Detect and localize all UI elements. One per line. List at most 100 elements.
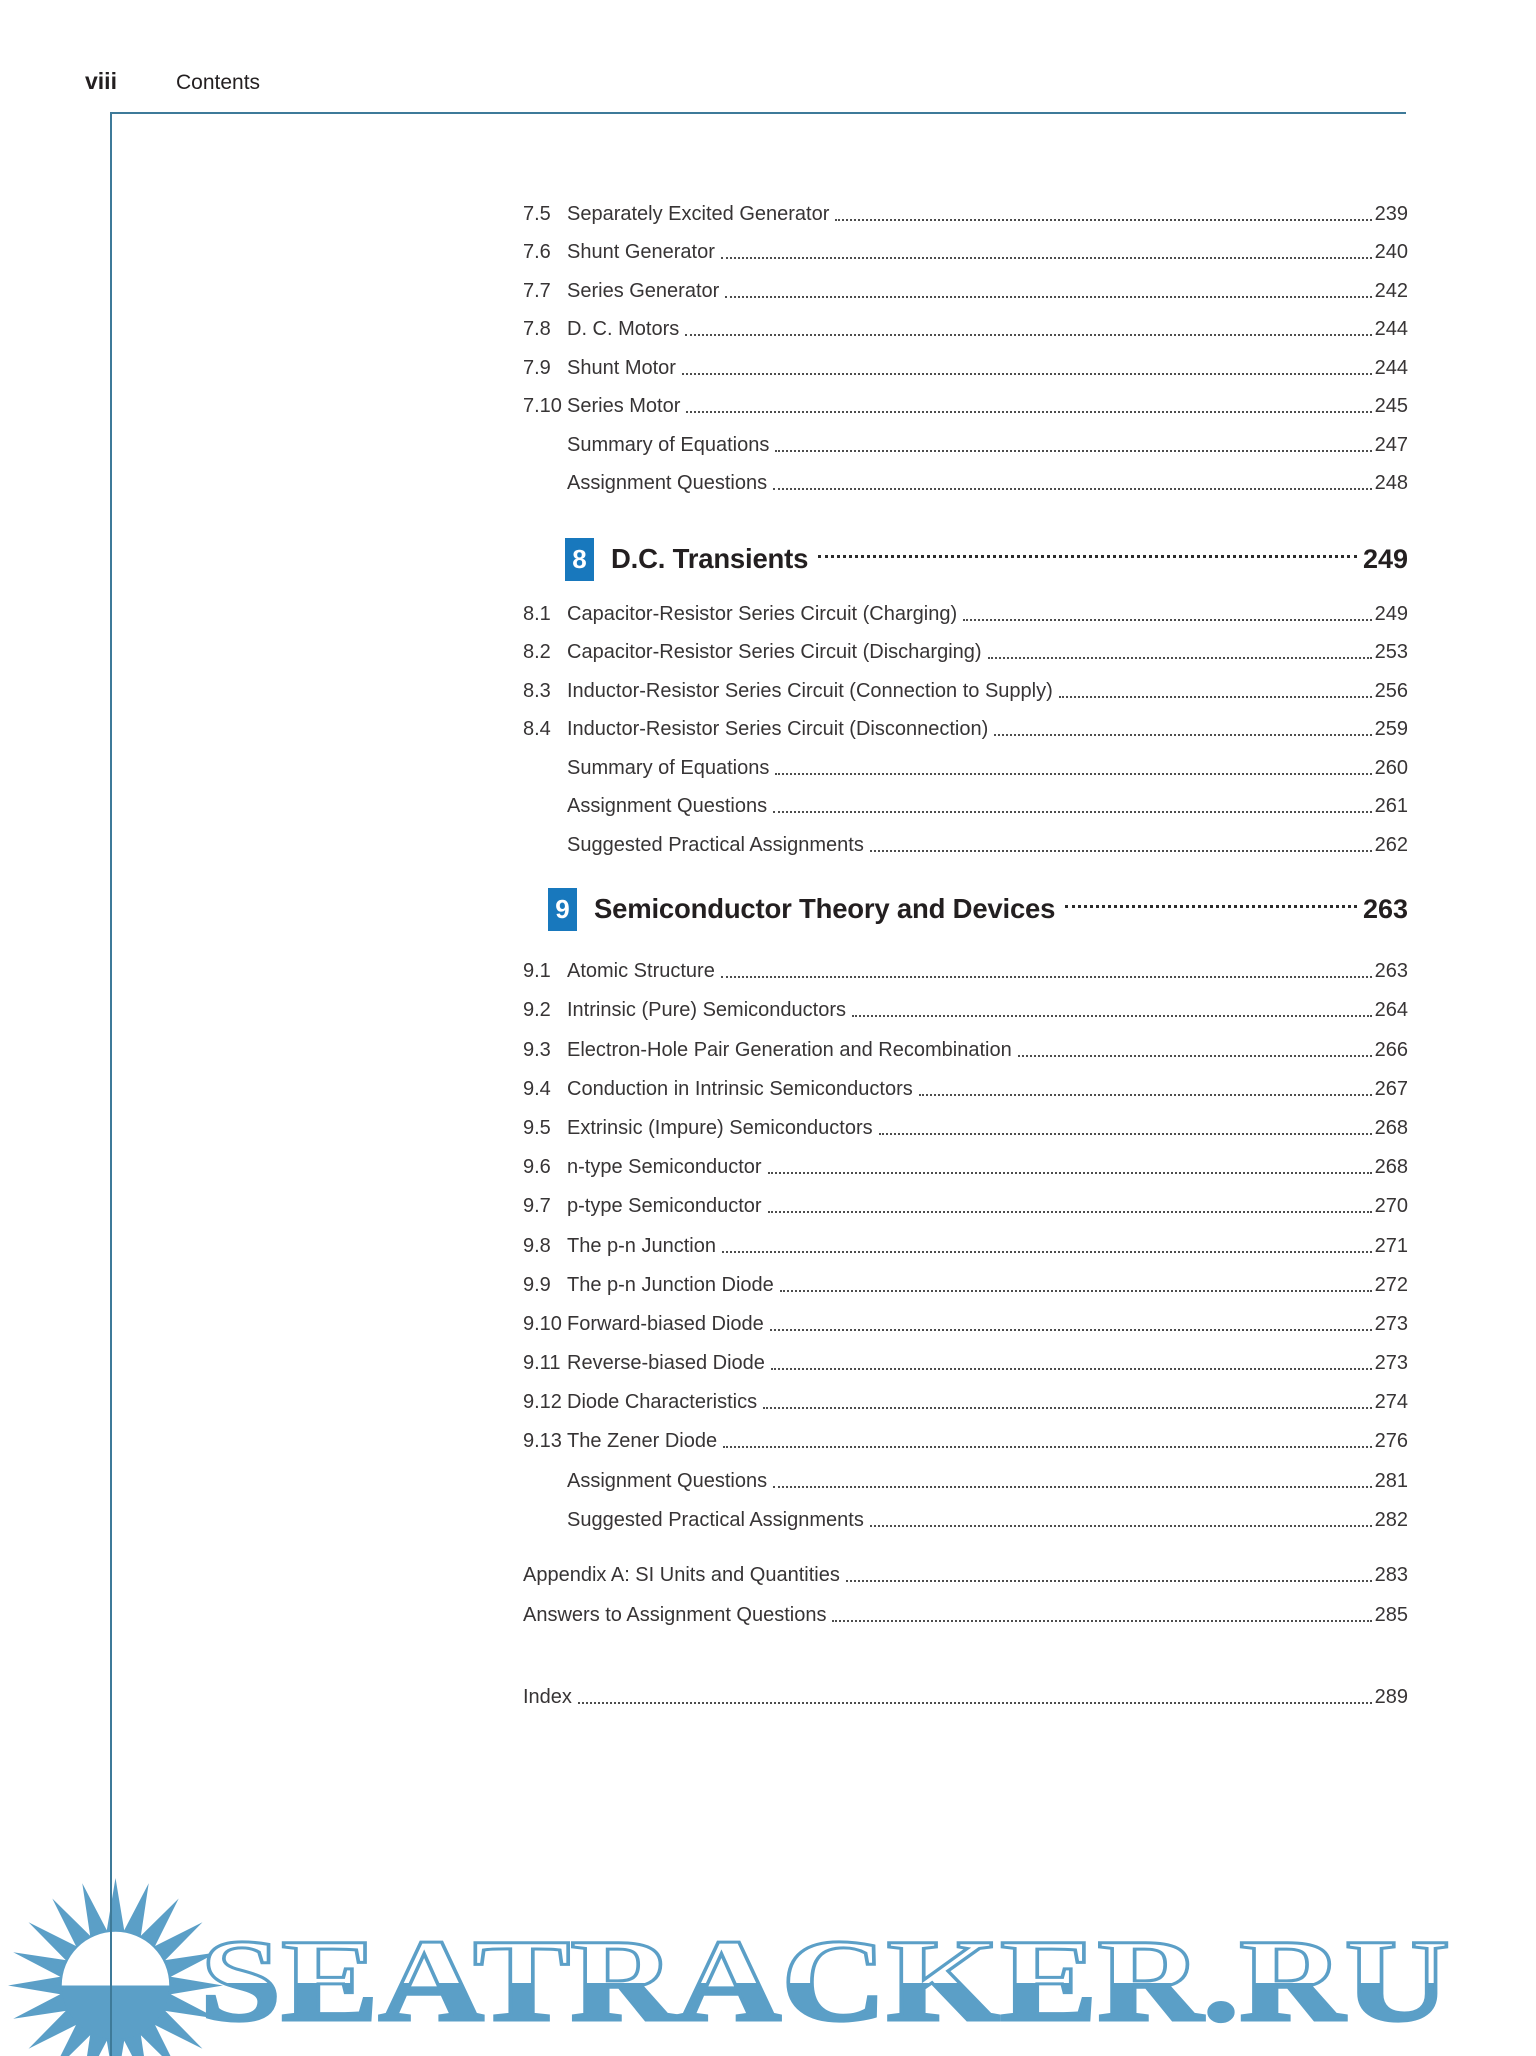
toc-entry-page: 285: [1374, 1604, 1408, 1626]
toc-entry-title: Appendix A: SI Units and Quantities: [523, 1564, 840, 1586]
toc-entry-number: 7.10: [523, 395, 562, 417]
toc-entry-number: 8.2: [523, 641, 551, 663]
toc-entry-title: Reverse-biased Diode: [567, 1352, 765, 1375]
toc-row: 9.8 The p-n Junction 271: [523, 1227, 1408, 1266]
toc-row: Assignment Questions 248: [523, 466, 1408, 505]
toc-entry-page: 248: [1374, 472, 1408, 494]
toc-entry-number: 9.4: [523, 1077, 551, 1100]
toc-entry-page: 245: [1374, 395, 1408, 417]
dot-leader: [767, 1172, 1372, 1175]
toc-entry-number: 9.2: [523, 999, 551, 1022]
toc-back-matter: Appendix A: SI Units and Quantities 283 A…: [523, 1556, 1408, 1636]
toc-row: 9.7 p-type Semiconductor 270: [523, 1188, 1408, 1227]
toc-entry-number: 7.6: [523, 241, 551, 263]
chapter-number-badge: 9: [548, 887, 577, 931]
toc-entry-number: 9.1: [523, 960, 551, 983]
toc-row: 7.5 Separately Excited Generator 239: [523, 196, 1408, 235]
toc-index: Index 289: [523, 1678, 1408, 1718]
toc-row: Appendix A: SI Units and Quantities 283: [523, 1556, 1408, 1596]
toc-entry-title: Capacitor-Resistor Series Circuit (Disch…: [567, 641, 982, 663]
toc-row: 7.8 D. C. Motors 244: [523, 312, 1408, 351]
dot-leader: [832, 1620, 1372, 1622]
toc-entry-page: 240: [1374, 241, 1408, 263]
toc-row: Answers to Assignment Questions 285: [523, 1596, 1408, 1636]
toc-entry-number: 8.4: [523, 718, 551, 740]
dot-leader: [773, 1485, 1372, 1488]
toc-entry-number: 9.5: [523, 1116, 551, 1139]
dot-leader: [773, 811, 1372, 813]
toc-entry-number: 8.1: [523, 602, 551, 625]
toc-row: 7.9 Shunt Motor 244: [523, 350, 1408, 389]
toc-entry-number: 9.11: [523, 1352, 561, 1375]
chapter-8-heading: 8 D.C. Transients 249: [565, 536, 1408, 582]
dot-leader: [767, 1211, 1372, 1214]
dot-leader: [685, 334, 1372, 336]
dot-leader: [818, 554, 1357, 558]
dot-leader: [994, 734, 1372, 736]
dot-leader: [987, 657, 1372, 659]
toc-entry-title: Diode Characteristics: [567, 1391, 758, 1414]
toc-entry-title: Shunt Generator: [567, 241, 715, 263]
toc-entry-number: 9.13: [523, 1430, 562, 1453]
dot-leader: [773, 488, 1372, 490]
dot-leader: [720, 976, 1372, 979]
toc-row: Summary of Equations 260: [523, 750, 1408, 789]
toc-entry-title: Extrinsic (Impure) Semiconductors: [567, 1116, 873, 1139]
toc-row: 9.11 Reverse-biased Diode 273: [523, 1345, 1408, 1384]
toc-entry-title: The p-n Junction: [567, 1234, 716, 1257]
toc-row: 9.4 Conduction in Intrinsic Semiconductor…: [523, 1071, 1408, 1110]
toc-entry-title: Series Generator: [567, 279, 720, 302]
toc-row: 9.2 Intrinsic (Pure) Semiconductors 264: [523, 992, 1408, 1031]
page-folio: viii: [85, 68, 117, 94]
toc-row: 8.3 Inductor-Resistor Series Circuit (Con…: [523, 673, 1408, 712]
toc-entry-title: Atomic Structure: [567, 960, 715, 983]
toc-row: 7.7 Series Generator 242: [523, 273, 1408, 312]
toc-entry-page: 271: [1374, 1234, 1408, 1257]
toc-section-7: 7.5 Separately Excited Generator 239 7.6 Sh…: [523, 196, 1408, 504]
toc-row: 9.13 The Zener Diode 276: [523, 1423, 1408, 1462]
dot-leader: [723, 1446, 1372, 1449]
toc-entry-page: 242: [1374, 279, 1408, 302]
dot-leader: [681, 372, 1372, 375]
dot-leader: [577, 1702, 1372, 1704]
toc-row: Suggested Practical Assignments 282: [523, 1502, 1408, 1541]
dot-leader: [845, 1580, 1372, 1582]
dot-leader: [769, 1328, 1372, 1331]
toc-row: 7.6 Shunt Generator 240: [523, 235, 1408, 274]
toc-row: Index 289: [523, 1678, 1408, 1718]
svg-text:SEATRACKER.RU: SEATRACKER.RU: [200, 1918, 1450, 2043]
running-header: Contents: [176, 71, 261, 94]
toc-entry-title: Assignment Questions: [567, 795, 768, 817]
chapter-page: 249: [1362, 543, 1408, 574]
toc-row: 9.6 n-type Semiconductor 268: [523, 1149, 1408, 1188]
toc-entry-page: 259: [1374, 718, 1408, 740]
toc-row: 7.10 Series Motor 245: [523, 389, 1408, 428]
toc-row: 8.1 Capacitor-Resistor Series Circuit (Ch…: [523, 596, 1408, 635]
toc-entry-title: Series Motor: [567, 395, 681, 417]
toc-row: 9.12 Diode Characteristics 274: [523, 1384, 1408, 1423]
toc-entry-number: 9.6: [523, 1156, 551, 1179]
toc-entry-page: 282: [1374, 1508, 1408, 1531]
dot-leader: [1065, 904, 1357, 908]
toc-entry-title: The Zener Diode: [567, 1430, 718, 1453]
toc-entry-title: The p-n Junction Diode: [567, 1273, 774, 1296]
dot-leader: [720, 257, 1372, 259]
toc-entry-title: Shunt Motor: [567, 356, 676, 379]
toc-row: 9.1 Atomic Structure 263: [523, 953, 1408, 992]
toc-entry-title: Answers to Assignment Questions: [523, 1604, 827, 1626]
toc-entry-title: Index: [523, 1686, 572, 1708]
toc-row: 9.3 Electron-Hole Pair Generation and Rec…: [523, 1031, 1408, 1070]
toc-entry-title: p-type Semiconductor: [567, 1195, 762, 1218]
dot-leader: [770, 1368, 1372, 1371]
toc-entry-page: 244: [1374, 356, 1408, 379]
toc-entry-page: 239: [1374, 202, 1408, 225]
toc-entry-title: Assignment Questions: [567, 1469, 768, 1492]
toc-entry-page: 283: [1374, 1564, 1408, 1586]
toc-entry-title: Suggested Practical Assignments: [567, 833, 864, 856]
toc-entry-number: 9.9: [523, 1273, 551, 1296]
watermark-text: SEATRACKER.RU: [195, 1914, 1455, 2048]
dot-leader: [851, 1015, 1372, 1018]
toc-entry-title: D. C. Motors: [567, 318, 680, 340]
toc-entry-number: 9.12: [523, 1391, 562, 1414]
